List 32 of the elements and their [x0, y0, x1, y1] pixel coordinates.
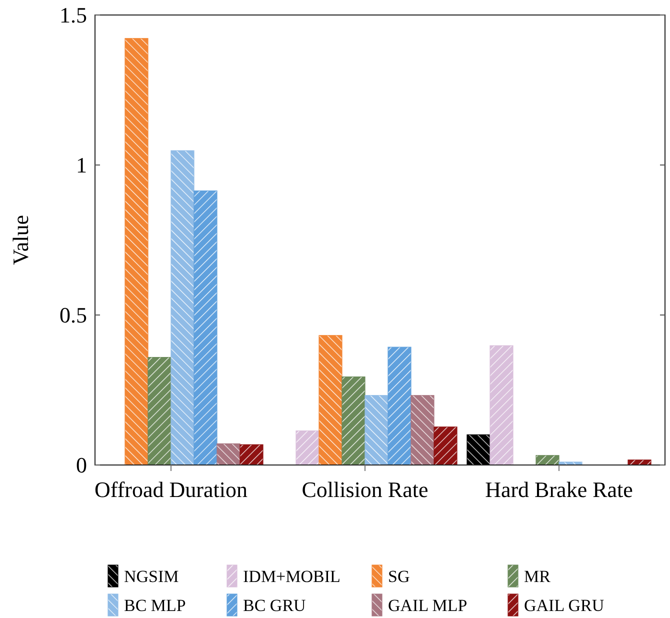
bar: [388, 346, 412, 466]
legend-label: NGSIM: [124, 566, 179, 586]
bar: [364, 395, 388, 466]
bar: [342, 376, 366, 466]
bar: [240, 444, 264, 466]
bar: [170, 150, 194, 466]
x-tick-label: Offroad Duration: [94, 477, 248, 502]
legend-label: GAIL GRU: [524, 596, 604, 615]
bar: [490, 345, 514, 466]
y-axis-title: Value: [8, 214, 33, 266]
bar: [194, 190, 218, 466]
bar: [296, 430, 320, 466]
bar: [148, 357, 172, 466]
bar: [536, 455, 560, 466]
x-tick-label: Hard Brake Rate: [485, 477, 633, 502]
bar: [318, 335, 342, 466]
legend-label: IDM+MOBIL: [243, 566, 340, 586]
y-tick-label: 0.5: [60, 302, 87, 328]
legend-label: BC GRU: [243, 596, 306, 615]
bar: [124, 38, 148, 466]
legend-label: MR: [524, 566, 552, 586]
y-tick-label: 0: [76, 452, 87, 478]
bar: [216, 443, 240, 466]
bar: [434, 426, 458, 466]
y-tick-label: 1.5: [60, 2, 87, 28]
legend-label: BC MLP: [124, 596, 186, 615]
bar: [410, 395, 434, 466]
bar: [466, 434, 490, 466]
y-tick-label: 1: [76, 152, 87, 178]
x-tick-label: Collision Rate: [302, 477, 428, 502]
legend-label: SG: [388, 566, 410, 586]
legend-label: GAIL MLP: [388, 596, 468, 615]
